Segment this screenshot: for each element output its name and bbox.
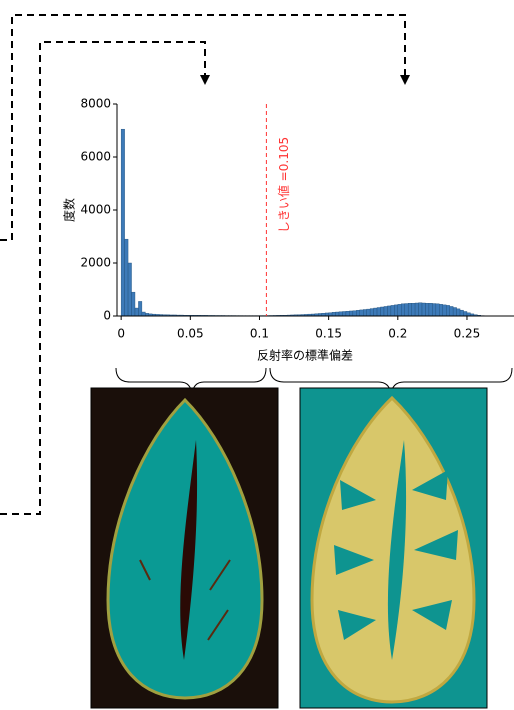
- bar: [435, 303, 440, 317]
- bar: [134, 307, 139, 317]
- bar: [411, 303, 416, 317]
- threshold-label: しきい値 =0.105: [276, 137, 291, 233]
- x-tick-label: 0: [117, 327, 125, 341]
- bar: [373, 307, 378, 317]
- bar: [394, 304, 399, 317]
- bar: [363, 309, 367, 317]
- bar: [352, 310, 357, 317]
- bar: [380, 306, 385, 317]
- bar: [456, 308, 461, 317]
- bar: [442, 304, 447, 317]
- image-right: [299, 387, 488, 709]
- bar: [421, 302, 426, 317]
- bar: [390, 305, 395, 317]
- bar: [397, 304, 402, 317]
- bar: [124, 238, 129, 317]
- y-tick-label: 6000: [80, 150, 111, 164]
- y-tick-label: 2000: [80, 256, 111, 270]
- bar: [387, 305, 392, 317]
- bar: [463, 311, 468, 317]
- y-tick-label: 4000: [80, 203, 111, 217]
- bar: [141, 311, 146, 317]
- bar: [356, 310, 360, 317]
- bar: [359, 309, 364, 317]
- bar: [369, 308, 374, 317]
- bar: [342, 311, 347, 317]
- bar: [120, 128, 125, 317]
- bar: [349, 310, 354, 317]
- x-tick-label: 0.2: [388, 327, 407, 341]
- bar: [414, 302, 419, 317]
- plot: 度数 反射率の標準偏差 0 2000 4000 6000 8000 0 0.05 0.1 0.1…: [62, 97, 514, 363]
- x-tick-label: 0.1: [250, 327, 269, 341]
- bar: [439, 304, 443, 317]
- bar: [446, 305, 450, 317]
- y-tick-label: 0: [103, 309, 111, 323]
- bar: [404, 303, 409, 317]
- x-tick-label: 0.05: [177, 327, 204, 341]
- bar: [459, 309, 464, 317]
- y-tick-label: 8000: [80, 97, 111, 111]
- y-axis-label: 度数: [62, 198, 77, 222]
- bar: [366, 308, 371, 317]
- bar: [345, 311, 350, 317]
- x-axis-label: 反射率の標準偏差: [257, 348, 353, 363]
- bar: [407, 303, 412, 317]
- x-tick-label: 0.25: [454, 327, 481, 341]
- bar: [425, 303, 430, 317]
- bar: [428, 303, 433, 317]
- bar: [452, 307, 457, 317]
- bar: [131, 291, 136, 317]
- bar: [138, 301, 143, 317]
- bar: [418, 302, 423, 317]
- bar: [127, 262, 132, 317]
- bar: [376, 307, 381, 317]
- bar: [338, 311, 343, 317]
- bar: [432, 303, 437, 317]
- image-left: [90, 387, 279, 709]
- x-tick-label: 0.15: [315, 327, 342, 341]
- connectors: [0, 14, 410, 515]
- bar: [449, 306, 454, 317]
- bar: [335, 311, 340, 317]
- bar: [383, 306, 388, 317]
- bar: [401, 303, 405, 317]
- bar: [331, 312, 336, 317]
